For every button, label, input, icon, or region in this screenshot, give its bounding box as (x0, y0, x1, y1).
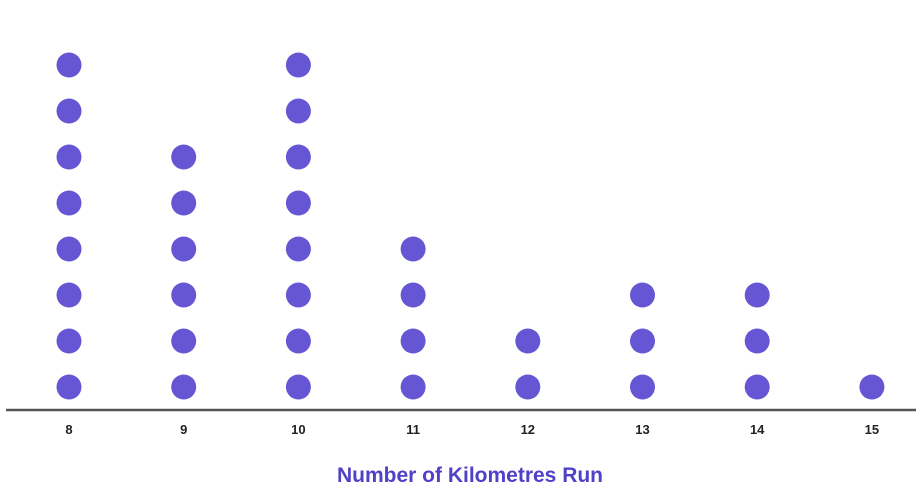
data-dot (744, 374, 770, 400)
data-dot (859, 374, 885, 400)
data-dot (400, 236, 426, 262)
data-dot (56, 144, 82, 170)
dot-column-10 (285, 52, 311, 400)
x-tick-label: 8 (65, 422, 72, 437)
data-dot (285, 374, 311, 400)
data-dot (56, 282, 82, 308)
data-dot (171, 328, 197, 354)
x-axis-ticks: 8 9 10 11 12 13 14 15 (65, 422, 879, 437)
data-dot (285, 328, 311, 354)
data-dot (744, 282, 770, 308)
data-dot (515, 328, 541, 354)
data-dot (285, 144, 311, 170)
x-tick-label: 12 (521, 422, 535, 437)
x-tick-label: 10 (291, 422, 305, 437)
data-dot (285, 236, 311, 262)
data-dot (56, 52, 82, 78)
dot-column-13 (630, 282, 655, 400)
data-dot (630, 328, 655, 354)
x-tick-label: 14 (750, 422, 765, 437)
data-dot (56, 98, 82, 124)
data-dot (56, 328, 82, 354)
data-dot (171, 190, 197, 216)
x-tick-label: 13 (635, 422, 649, 437)
dot-column-9 (171, 144, 197, 400)
data-dot (285, 98, 311, 124)
data-dot (400, 328, 426, 354)
x-tick-label: 15 (865, 422, 879, 437)
dot-column-15 (859, 374, 885, 400)
dots-layer (56, 52, 885, 400)
data-dot (285, 52, 311, 78)
dot-column-8 (56, 52, 82, 400)
data-dot (56, 236, 82, 262)
x-axis-title: Number of Kilometres Run (337, 464, 603, 487)
data-dot (400, 374, 426, 400)
data-dot (56, 374, 82, 400)
data-dot (630, 282, 655, 308)
data-dot (171, 282, 197, 308)
dot-column-11 (400, 236, 426, 400)
data-dot (171, 374, 197, 400)
x-tick-label: 9 (180, 422, 187, 437)
data-dot (515, 374, 541, 400)
dot-column-14 (744, 282, 770, 400)
data-dot (285, 282, 311, 308)
dot-column-12 (515, 328, 541, 400)
data-dot (285, 190, 311, 216)
x-tick-label: 11 (406, 422, 420, 437)
data-dot (744, 328, 770, 354)
data-dot (400, 282, 426, 308)
data-dot (171, 144, 197, 170)
data-dot (171, 236, 197, 262)
data-dot (630, 374, 655, 400)
data-dot (56, 190, 82, 216)
